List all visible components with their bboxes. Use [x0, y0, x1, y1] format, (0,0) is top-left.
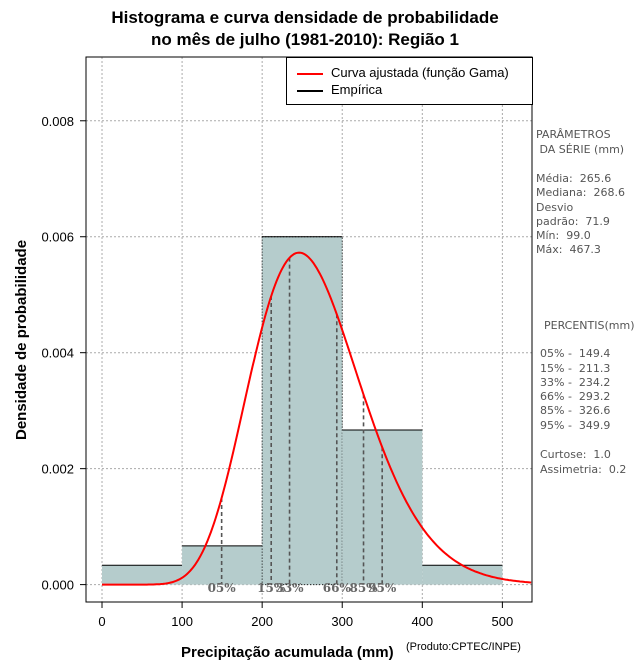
- percentile-label-15%: 15%: [257, 581, 286, 595]
- stat-media: Média: 265.6: [536, 172, 612, 185]
- x-tick-label: 100: [171, 614, 193, 629]
- x-tick-label: 500: [492, 614, 514, 629]
- histogram-bar: [422, 565, 503, 585]
- percentis-header: PERCENTIS(mm): [544, 319, 635, 332]
- y-tick-label: 0.008: [41, 114, 74, 129]
- legend-item-empirical: Empírica: [297, 82, 382, 97]
- stat-mediana: Mediana: 268.6: [536, 186, 625, 199]
- stat-max: Máx: 467.3: [536, 243, 601, 256]
- x-tick-label: 200: [251, 614, 273, 629]
- y-tick-label: 0.006: [41, 230, 74, 245]
- y-tick-label: 0.002: [41, 462, 74, 477]
- y-tick-label: 0.004: [41, 346, 74, 361]
- y-tick-label: 0.000: [41, 578, 74, 593]
- stat-curtose: Curtose: 1.0: [540, 448, 611, 461]
- percentile-label-66%: 66%: [323, 581, 352, 595]
- histogram-bar: [102, 565, 183, 585]
- percentil-15: 15% - 211.3: [540, 362, 611, 375]
- percentile-label-05%: 05%: [208, 581, 237, 595]
- stat-min: Mín: 99.0: [536, 229, 591, 242]
- legend-item-fitted: Curva ajustada (função Gama): [297, 65, 509, 80]
- params-header-2: DA SÉRIE (mm): [536, 143, 625, 156]
- stat-desvio-2: padrão: 71.9: [536, 215, 610, 228]
- percentile-label-33%: 33%: [275, 581, 304, 595]
- x-tick-label: 300: [331, 614, 353, 629]
- legend-swatch-empirical: [297, 89, 323, 92]
- percentil-33: 33% - 234.2: [540, 376, 611, 389]
- legend-swatch-fitted: [297, 72, 323, 75]
- stat-desvio-1: Desvio: [536, 201, 574, 214]
- gamma-fit-curve: [102, 251, 532, 586]
- y-axis-label: Densidade de probabilidade: [13, 239, 30, 440]
- x-tick-label: 400: [411, 614, 433, 629]
- percentil-85: 85% - 326.6: [540, 404, 611, 417]
- product-credit: (Produto:CPTEC/INPE): [406, 641, 521, 653]
- chart-legend: Curva ajustada (função Gama) Empírica: [286, 57, 533, 105]
- stat-assimetria: Assimetria: 0.2: [540, 463, 627, 476]
- percentil-05: 05% - 149.4: [540, 347, 611, 360]
- legend-label-fitted: Curva ajustada (função Gama): [331, 65, 509, 80]
- percentil-66: 66% - 293.2: [540, 390, 611, 403]
- percentile-label-85%: 85%: [349, 581, 378, 595]
- percentil-95: 95% - 349.9: [540, 419, 611, 432]
- legend-label-empirical: Empírica: [331, 82, 383, 97]
- x-tick-label: 0: [98, 614, 105, 629]
- chart-title-line1: Histograma e curva densidade de probabil…: [111, 8, 499, 27]
- chart-title-line2: no mês de julho (1981-2010): Região 1: [151, 30, 459, 49]
- params-header-1: PARÂMETROS: [536, 128, 611, 141]
- x-axis-label: Precipitação acumulada (mm): [181, 644, 394, 661]
- histogram-bar-outline: [261, 236, 343, 586]
- percentile-label-95%: 95%: [368, 581, 397, 595]
